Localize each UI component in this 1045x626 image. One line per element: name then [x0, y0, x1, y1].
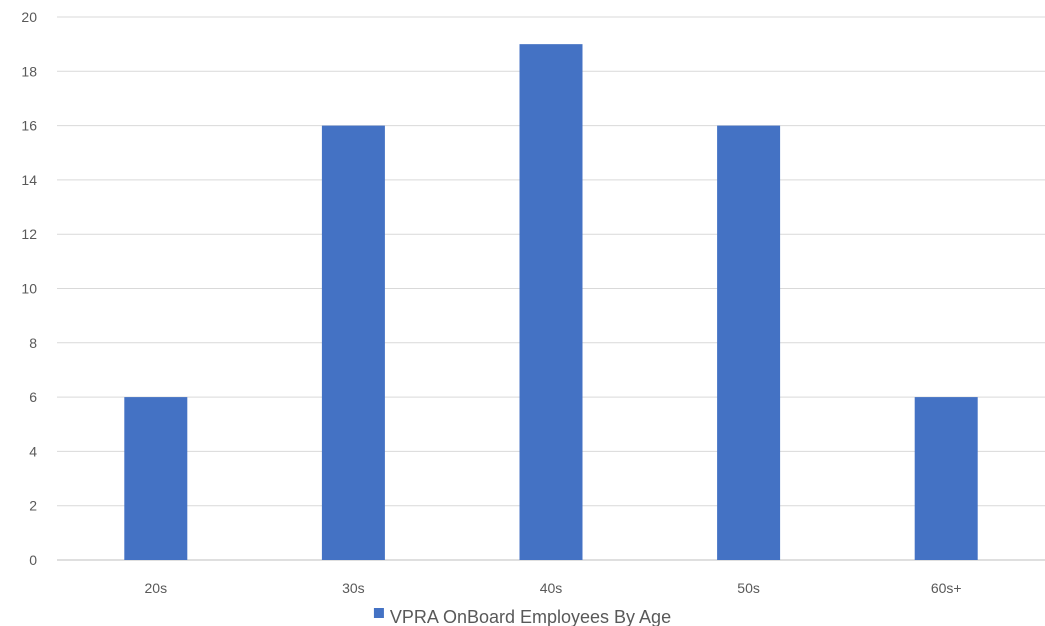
bar-30s [321, 125, 385, 560]
bar-40s [519, 44, 583, 560]
legend-label: VPRA OnBoard Employees By Age [390, 607, 671, 626]
y-tick-label: 16 [21, 118, 37, 134]
y-tick-label: 0 [29, 552, 37, 568]
y-tick-label: 12 [21, 226, 37, 242]
y-tick-label: 14 [21, 172, 37, 188]
y-tick-label: 10 [21, 281, 37, 297]
bar-50s [717, 125, 781, 560]
x-tick-label: 40s [540, 580, 563, 596]
x-axis-ticks: 20s 30s 40s 50s 60s+ [145, 580, 962, 596]
y-tick-label: 6 [29, 389, 37, 405]
bars [124, 44, 978, 560]
bar-60s+ [914, 397, 978, 560]
bar-20s [124, 397, 188, 560]
x-tick-label: 50s [737, 580, 760, 596]
y-axis-ticks: 0 2 4 6 8 10 12 14 16 18 20 [21, 9, 37, 568]
legend-swatch [373, 608, 384, 618]
y-tick-label: 4 [29, 443, 37, 459]
x-tick-label: 60s+ [931, 580, 962, 596]
legend: VPRA OnBoard Employees By Age [373, 607, 671, 626]
x-tick-label: 20s [145, 580, 168, 596]
x-tick-label: 30s [342, 580, 365, 596]
y-tick-label: 18 [21, 63, 37, 79]
y-tick-label: 20 [21, 9, 37, 25]
y-tick-label: 8 [29, 335, 37, 351]
y-tick-label: 2 [29, 498, 37, 514]
